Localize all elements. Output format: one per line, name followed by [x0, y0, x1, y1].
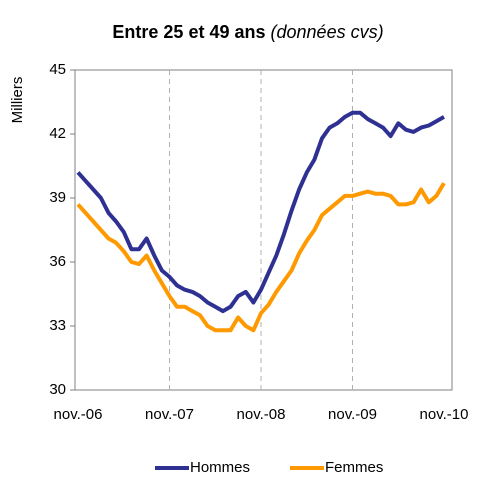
x-tick-label: nov.-08	[237, 406, 286, 423]
series-line	[76, 182, 446, 333]
legend-label: Femmes	[325, 459, 383, 476]
y-tick-label: 42	[49, 125, 66, 142]
y-tick-label: 36	[49, 253, 66, 270]
x-tick-label: nov.-10	[420, 406, 469, 423]
x-tick-label: nov.-09	[328, 406, 377, 423]
legend-label: Hommes	[190, 459, 250, 476]
plot-frame	[74, 69, 453, 391]
x-tick-label: nov.-06	[54, 406, 103, 423]
chart-title-group: Entre 25 et 49 ans (données cvs)	[112, 22, 383, 42]
y-tick-label: 33	[49, 317, 66, 334]
y-tick-label: 45	[49, 61, 66, 78]
x-tick-label: nov.-07	[145, 406, 194, 423]
series-line	[76, 110, 445, 314]
y-axis-label: Milliers	[9, 77, 26, 124]
y-tick-label: 30	[49, 381, 66, 398]
chart-title: Entre 25 et 49 ans	[112, 22, 265, 42]
y-tick-label: 39	[49, 189, 66, 206]
chart-subtitle: (données cvs)	[271, 22, 384, 42]
